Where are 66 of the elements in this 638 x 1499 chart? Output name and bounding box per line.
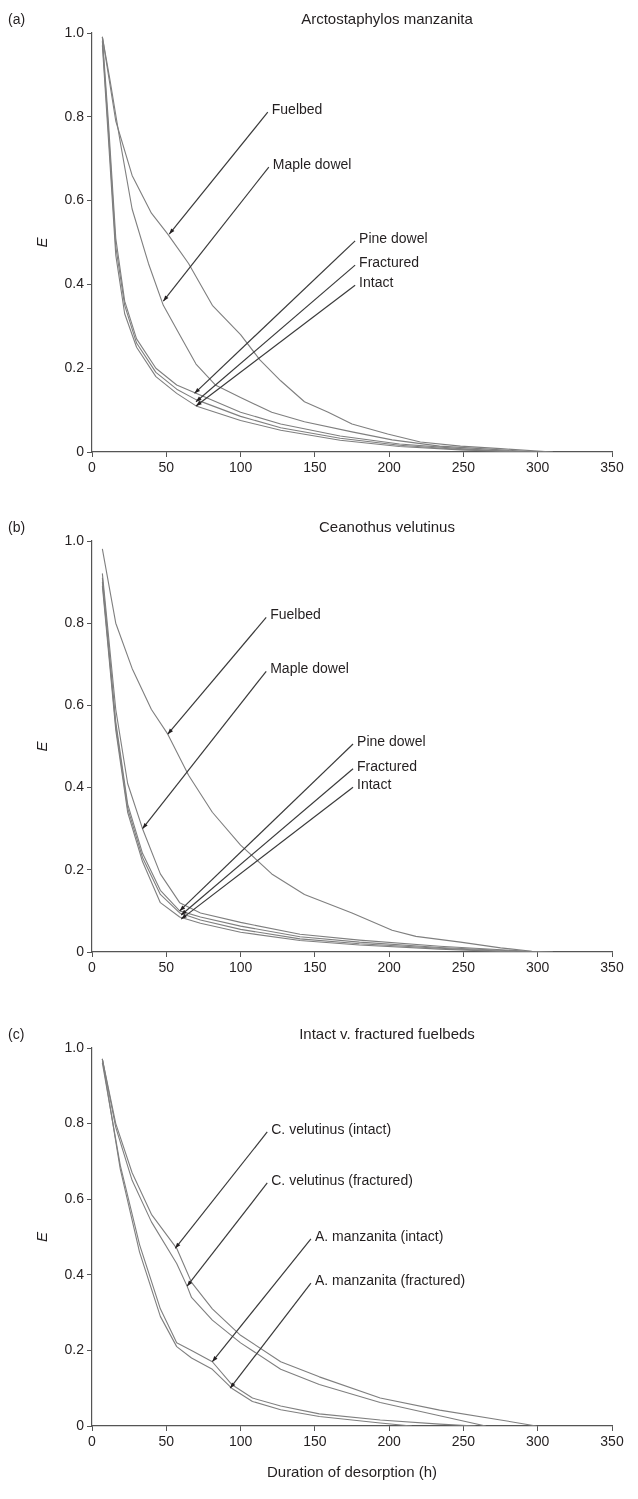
x-tick-label: 50 [158,459,175,476]
annotation: C. velutinus (fractured) [271,1171,413,1188]
y-tick-label: 0 [76,442,85,459]
x-tick-label: 0 [88,959,97,976]
x-tick-label: 250 [451,959,476,976]
y-axis-title: E [33,236,51,248]
x-tick-label: 200 [377,459,402,476]
x-tick-label: 300 [526,959,550,976]
x-tick-label: 0 [88,459,97,476]
annotation: Pine dowel [359,229,428,246]
annotation: Fuelbed [270,606,321,623]
annotation: Pine dowel [357,732,426,749]
annotation: Fractured [357,757,417,774]
y-tick-label: 0.6 [64,696,85,713]
y-tick-label: 0.6 [64,1190,85,1207]
y-tick-label: 0 [76,942,85,959]
y-tick-label: 0.2 [64,1341,85,1358]
text: (a) [8,10,26,27]
y-tick-label: 0 [76,1416,85,1433]
annotation: Intact [359,274,394,291]
x-tick-label: 350 [600,959,624,976]
x-tick-label: 200 [377,959,402,976]
annotation: A. manzanita (fractured) [314,1271,466,1288]
chart-title: Ceanothus velutinus [319,518,455,536]
x-tick-label: 300 [526,459,550,476]
x-tick-label: 100 [228,459,253,476]
annotation: Fuelbed [271,101,323,118]
y-tick-label: 1.0 [64,531,85,548]
annotation: C. velutinus (intact) [271,1120,392,1137]
x-tick-label: 50 [158,959,175,976]
annotation: Maple dowel [272,155,352,172]
x-tick-label: 350 [600,1433,624,1450]
annotation: Fractured [359,253,420,270]
chart-title: Arctostaphylos manzanita [301,10,474,28]
x-tick-label: 250 [451,1433,476,1450]
y-tick-label: 0.4 [64,275,85,292]
y-tick-label: 0.2 [64,860,85,877]
x-tick-label: 250 [451,459,476,476]
x-tick-label: 350 [600,459,624,476]
x-tick-label: 0 [88,1433,97,1450]
text: (c) [8,1025,25,1042]
y-tick-label: 0.6 [64,191,85,208]
text: (b) [8,518,26,535]
annotation: Maple dowel [270,660,349,677]
x-tick-label: 150 [303,959,327,976]
y-tick-label: 1.0 [64,23,85,40]
y-axis-title: E [33,740,51,752]
y-axis-title: E [33,1231,51,1243]
chart-title: Intact v. fractured fuelbeds [299,1025,475,1043]
y-tick-label: 0.4 [64,1265,85,1282]
x-tick-label: 50 [158,1433,175,1450]
annotation: Intact [357,776,392,793]
x-axis-title: Duration of desorption (h) [266,1463,438,1481]
y-tick-label: 0.8 [64,614,85,631]
x-tick-label: 100 [228,959,253,976]
x-tick-label: 200 [377,1433,402,1450]
y-tick-label: 0.4 [64,778,85,795]
y-tick-label: 1.0 [64,1038,85,1055]
y-tick-label: 0.8 [64,107,85,124]
x-tick-label: 150 [303,1433,327,1450]
x-tick-label: 150 [303,459,327,476]
x-tick-label: 100 [228,1433,253,1450]
y-tick-label: 0.2 [64,359,85,376]
y-tick-label: 0.8 [64,1114,85,1131]
x-tick-label: 300 [526,1433,550,1450]
annotation: A. manzanita (intact) [314,1227,444,1244]
